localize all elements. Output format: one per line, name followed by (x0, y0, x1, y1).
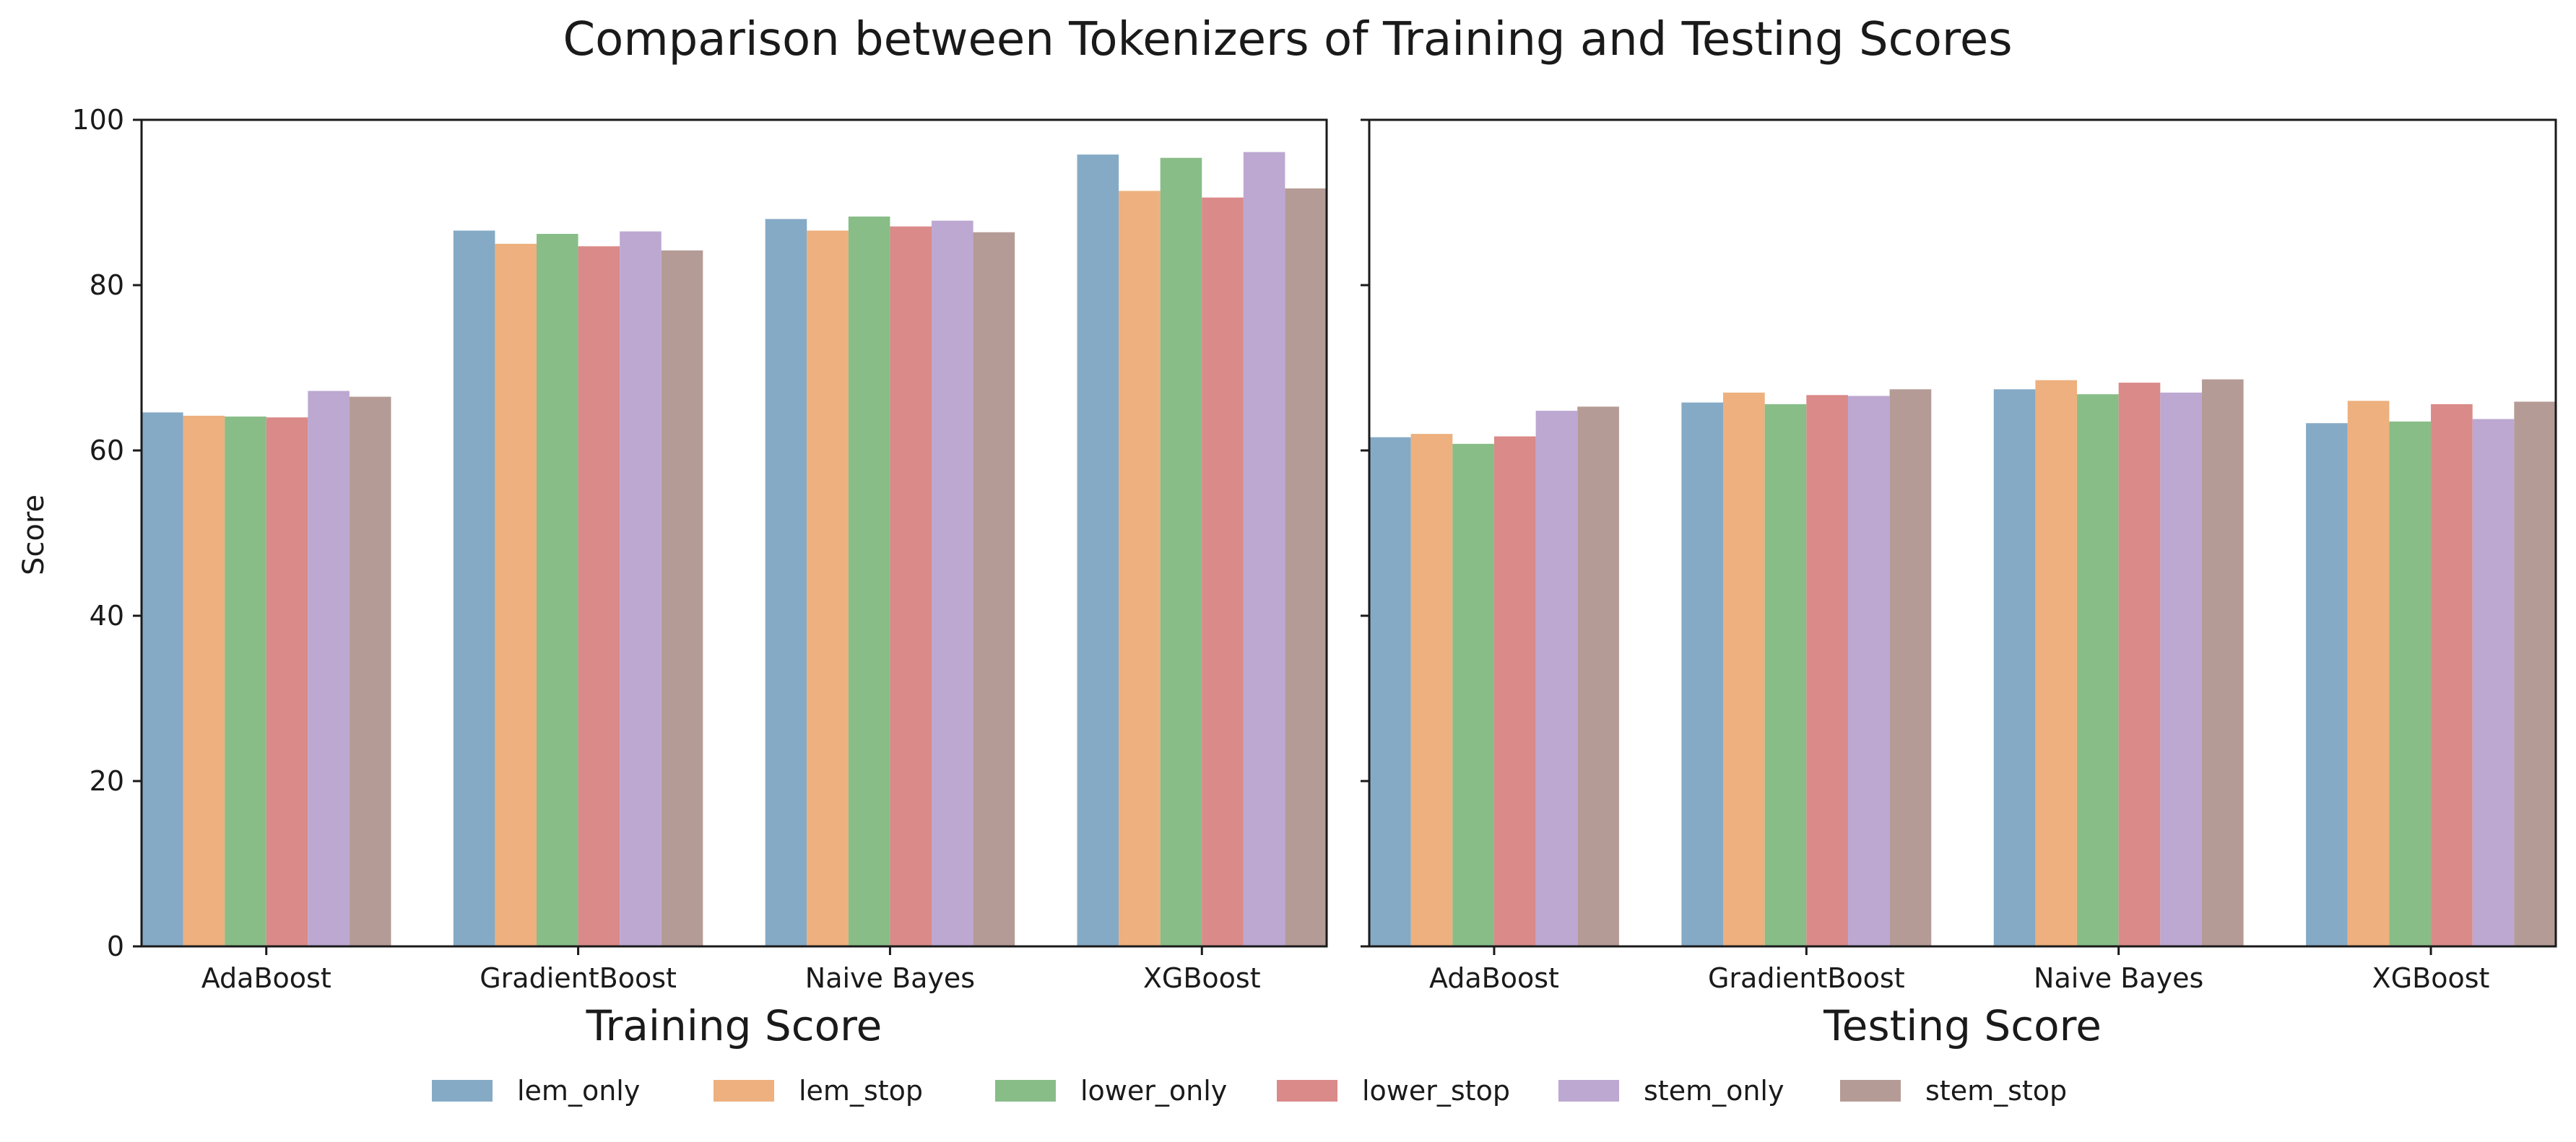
bar-lem_only-naive-bayes (1993, 389, 2036, 946)
legend-item-stem_stop: stem_stop (1840, 1075, 2067, 1107)
x-tick-label: Naive Bayes (2034, 962, 2203, 994)
legend-swatch (714, 1080, 774, 1102)
legend-item-lower_stop: lower_stop (1277, 1075, 1510, 1107)
legend-swatch (995, 1080, 1056, 1102)
bar-stem_only-gradientboost (1847, 396, 1890, 946)
bar-lem_only-gradientboost (453, 230, 495, 946)
bar-stem_only-naive-bayes (2160, 392, 2202, 946)
bar-lower_only-adaboost (225, 417, 266, 946)
y-axis-label: Score (17, 494, 51, 575)
legend-item-stem_only: stem_only (1558, 1075, 1784, 1107)
y-tick-label: 20 (90, 765, 124, 797)
bar-lower_only-xgboost (2389, 421, 2432, 946)
x-tick-label: Naive Bayes (805, 962, 975, 994)
bar-lower_only-gradientboost (1764, 404, 1807, 946)
bar-stem_stop-adaboost (349, 396, 391, 946)
legend-item-lower_only: lower_only (995, 1075, 1227, 1107)
bar-stem_stop-gradientboost (1889, 389, 1932, 946)
legend-item-lem_only: lem_only (432, 1075, 640, 1107)
legend-label: stem_stop (1925, 1075, 2067, 1107)
legend-label: lower_only (1080, 1075, 1227, 1107)
bar-lem_stop-naive-bayes (807, 230, 849, 946)
axes-frame (1368, 118, 2557, 948)
bar-lem_only-adaboost (1369, 437, 1411, 946)
bar-stem_only-adaboost (308, 391, 350, 946)
bar-lem_stop-xgboost (2347, 401, 2390, 946)
bar-stem_stop-naive-bayes (973, 232, 1015, 947)
legend-label: stem_only (1644, 1075, 1784, 1107)
bar-lem_stop-gradientboost (1723, 392, 1765, 946)
bar-lower_only-naive-bayes (2077, 394, 2119, 946)
legend-label: lem_stop (799, 1075, 923, 1107)
axes-frame (140, 118, 1328, 948)
bar-lem_stop-gradientboost (495, 243, 537, 946)
bar-lem_only-adaboost (142, 412, 183, 946)
bar-stem_stop-xgboost (1285, 188, 1327, 946)
chart-legend: lem_only lem_stop lower_only lower_stop stem… (432, 1075, 2067, 1107)
bar-lower_stop-xgboost (2431, 404, 2473, 946)
bar-lower_stop-xgboost (1202, 197, 1244, 946)
y-tick-label: 0 (107, 930, 124, 962)
chart-title: Comparison between Tokenizers of Trainin… (563, 13, 2012, 66)
x-tick-label: XGBoost (1143, 962, 1261, 994)
bar-lem_stop-adaboost (1410, 434, 1453, 946)
y-tick-label: 40 (90, 600, 124, 632)
y-tick-label: 100 (71, 104, 124, 136)
bar-lem_stop-xgboost (1119, 191, 1161, 947)
bar-lem_stop-naive-bayes (2035, 380, 2078, 946)
x-tick-label: AdaBoost (1429, 962, 1559, 994)
legend-swatch (1558, 1080, 1619, 1102)
x-tick-label: AdaBoost (201, 962, 331, 994)
legend-item-lem_stop: lem_stop (714, 1075, 923, 1107)
x-axis-label: Training Score (586, 1001, 882, 1050)
x-tick-label: GradientBoost (1708, 962, 1905, 994)
legend-swatch (1277, 1080, 1337, 1102)
legend-label: lower_stop (1362, 1075, 1510, 1107)
bar-lower_stop-gradientboost (578, 246, 620, 946)
bar-lower_stop-adaboost (266, 417, 308, 946)
bar-stem_stop-naive-bayes (2201, 379, 2244, 946)
legend-swatch (1840, 1080, 1901, 1102)
bar-lower_stop-naive-bayes (2118, 383, 2161, 946)
bar-stem_stop-xgboost (2514, 401, 2556, 946)
bar-lem_only-naive-bayes (765, 219, 807, 946)
bar-lower_stop-naive-bayes (890, 226, 932, 947)
bar-lower_only-gradientboost (537, 234, 578, 946)
chart-panels: 0 20 40 60 80 100 AdaBoost GradientBoost Naive B… (71, 104, 2557, 1050)
bar-stem_only-xgboost (2472, 419, 2515, 946)
x-tick-label: GradientBoost (480, 962, 677, 994)
legend-swatch (432, 1080, 493, 1102)
legend-label: lem_only (517, 1075, 640, 1107)
bar-stem_only-naive-bayes (932, 220, 973, 946)
bar-stem_only-gradientboost (620, 231, 662, 947)
x-tick-label: XGBoost (2372, 962, 2490, 994)
bar-lem_only-gradientboost (1681, 402, 1724, 946)
bar-stem_only-adaboost (1535, 411, 1578, 946)
bar-lower_only-xgboost (1160, 157, 1202, 946)
bar-stem_stop-adaboost (1577, 406, 1619, 946)
bar-stem_stop-gradientboost (661, 250, 703, 946)
bar-lem_stop-adaboost (183, 415, 225, 946)
bar-lem_only-xgboost (2306, 423, 2348, 946)
subplot-1: 0 20 40 60 80 100 AdaBoost GradientBoost Naive B… (71, 104, 1328, 1050)
bar-stem_only-xgboost (1243, 152, 1285, 946)
bar-lower_stop-adaboost (1493, 436, 1536, 946)
bar-lem_only-xgboost (1077, 154, 1119, 947)
bar-lower_only-naive-bayes (848, 216, 890, 947)
y-tick-label: 80 (90, 269, 124, 301)
x-axis-label: Testing Score (1823, 1001, 2102, 1050)
subplot-2: AdaBoost GradientBoost Naive Bayes XGBoost T… (1361, 118, 2557, 1050)
bar-lower_stop-gradientboost (1806, 395, 1848, 946)
bar-lower_only-adaboost (1452, 443, 1494, 946)
y-tick-label: 60 (90, 435, 124, 466)
